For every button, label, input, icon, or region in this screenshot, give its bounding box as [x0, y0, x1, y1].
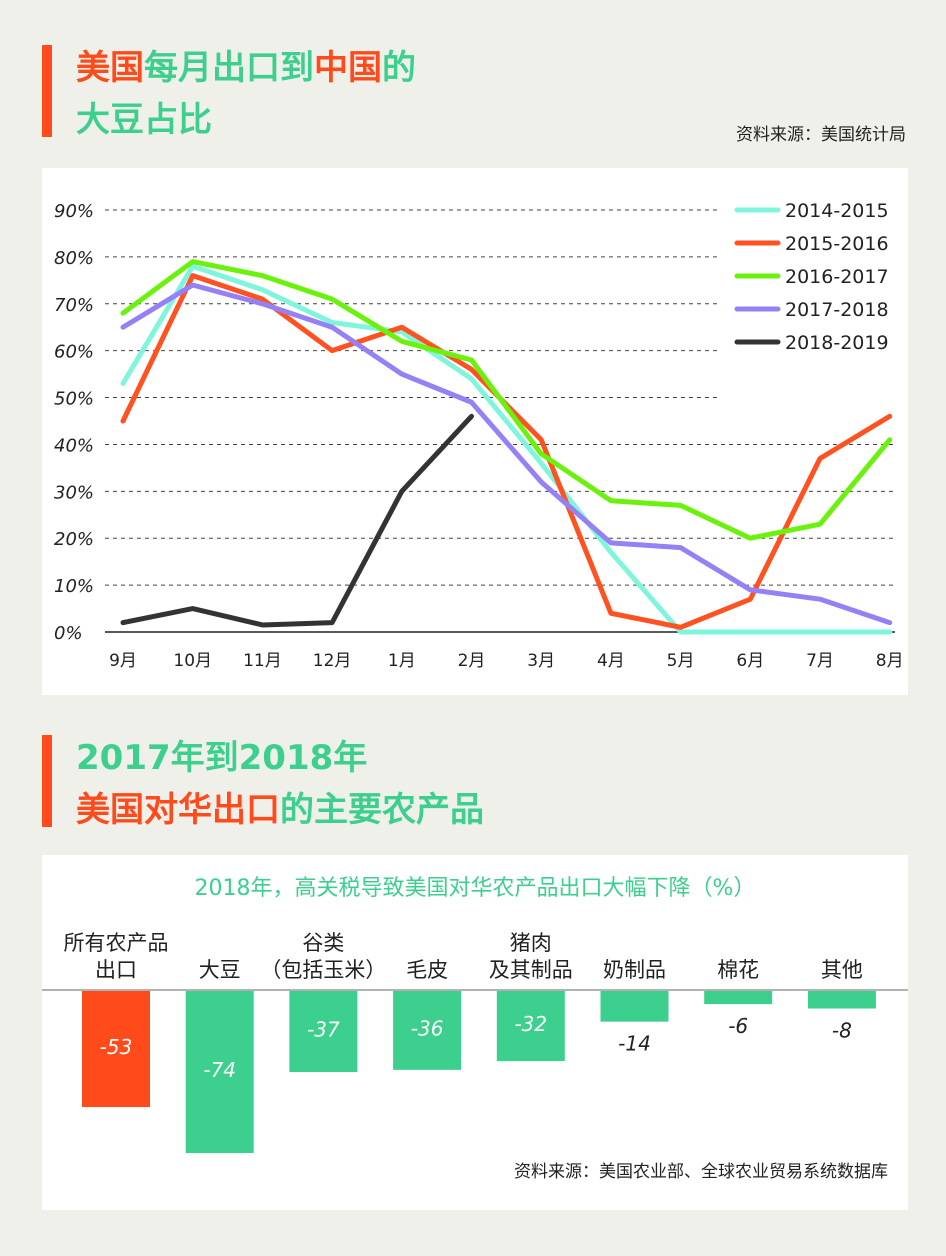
title-segment: 大豆占比 — [76, 100, 212, 140]
x-tick-label: 7月 — [806, 651, 834, 671]
category-label: 出口 — [95, 958, 137, 982]
bar-value-label: -53 — [100, 1035, 133, 1059]
bar — [496, 991, 565, 1062]
series-line-2017-2018 — [120, 282, 893, 626]
y-tick-label: 30% — [54, 482, 94, 503]
accent-bar — [42, 45, 52, 137]
series-line-2016-2017 — [120, 259, 893, 541]
series-line-2014-2015 — [120, 263, 893, 635]
section1-title: 美国每月出口到中国的 大豆占比 — [76, 42, 416, 146]
title-segment: 的 — [382, 48, 416, 88]
x-tick-label: 9月 — [109, 651, 137, 671]
bar-value-label: -36 — [411, 1016, 444, 1040]
title-segment: 每月出口到 — [144, 48, 314, 88]
category-label: 猪肉 — [510, 931, 552, 955]
x-tick-label: 5月 — [667, 651, 695, 671]
y-tick-label: 80% — [54, 248, 94, 269]
section2-title: 2017年到2018年 美国对华出口的主要农产品 — [76, 732, 484, 836]
series-line-2018-2019 — [120, 413, 474, 628]
y-tick-label: 70% — [54, 295, 94, 316]
bar-value-label: -32 — [514, 1012, 547, 1036]
title-line: 大豆占比 — [76, 94, 416, 146]
line-chart: 0% 10% 20% 30% 40% 50% 60% 70% 80% 90% 9月 10月 11月 12月… — [54, 200, 904, 671]
y-tick-label: 50% — [54, 389, 94, 410]
bar — [289, 991, 358, 1073]
title-line: 美国对华出口的主要农产品 — [76, 784, 484, 836]
x-tick-label: 12月 — [313, 651, 352, 671]
series-line-2015-2016 — [120, 273, 893, 630]
bar — [807, 991, 876, 1009]
bar-value-label: -37 — [307, 1018, 340, 1042]
title-line: 2017年到2018年 — [76, 732, 484, 784]
bar — [185, 991, 254, 1154]
x-tick-label: 4月 — [597, 651, 625, 671]
y-tick-label: 90% — [54, 201, 94, 222]
bar-value-label: -6 — [728, 1014, 748, 1038]
title-line: 美国每月出口到中国的 — [76, 42, 416, 94]
x-tick-label: 2月 — [458, 651, 486, 671]
title-segment: 的主要农产品 — [280, 790, 484, 830]
category-label: 大豆 — [199, 958, 241, 982]
y-tick-label: 60% — [54, 342, 94, 363]
x-tick-label: 3月 — [527, 651, 555, 671]
line-chart-panel: 0% 10% 20% 30% 40% 50% 60% 70% 80% 90% 9月 10月 11月 12月… — [42, 168, 908, 695]
source-note: 资料来源：美国农业部、全球农业贸易系统数据库 — [514, 1162, 888, 1182]
source-note: 资料来源：美国统计局 — [736, 125, 906, 145]
category-label: 所有农产品 — [64, 931, 169, 955]
legend-label: 2016-2017 — [785, 266, 889, 288]
legend-label: 2015-2016 — [785, 233, 889, 255]
y-tick-label: 0% — [54, 623, 83, 644]
bar — [704, 991, 773, 1005]
y-tick-label: 10% — [54, 576, 94, 597]
bar — [393, 991, 462, 1070]
category-label: 谷类 — [302, 931, 344, 955]
category-label: 其他 — [821, 958, 863, 982]
bar — [600, 991, 669, 1022]
bar-value-label: -74 — [203, 1058, 236, 1082]
y-tick-label: 40% — [54, 435, 94, 456]
bar-chart-panel: 2018年，高关税导致美国对华农产品出口大幅下降（%） -53 所有农产品出口 -74… — [42, 855, 908, 1210]
bar-value-label: -14 — [618, 1032, 651, 1056]
title-segment: 美国对华出口 — [76, 790, 280, 830]
x-tick-label: 8月 — [876, 651, 904, 671]
category-label: 毛皮 — [406, 958, 448, 982]
x-tick-label: 11月 — [243, 651, 282, 671]
x-tick-label: 1月 — [388, 651, 416, 671]
bar — [82, 991, 150, 1108]
legend-label: 2014-2015 — [785, 200, 889, 222]
legend-label: 2017-2018 — [785, 299, 889, 321]
title-segment: 2017年到2018年 — [76, 738, 368, 778]
category-label: 棉花 — [717, 958, 759, 982]
category-label: 奶制品 — [603, 958, 666, 982]
x-tick-label: 10月 — [173, 651, 212, 671]
x-tick-label: 6月 — [736, 651, 764, 671]
legend-label: 2018-2019 — [785, 332, 889, 354]
chart-title: 2018年，高关税导致美国对华农产品出口大幅下降（%） — [195, 876, 756, 901]
title-segment: 美国 — [76, 48, 144, 88]
title-segment: 中国 — [314, 48, 382, 88]
category-label: 及其制品 — [489, 958, 573, 982]
accent-bar — [42, 735, 52, 827]
category-label: （包括玉米） — [260, 958, 386, 982]
y-tick-label: 20% — [54, 529, 94, 550]
bar-value-label: -8 — [832, 1019, 852, 1043]
